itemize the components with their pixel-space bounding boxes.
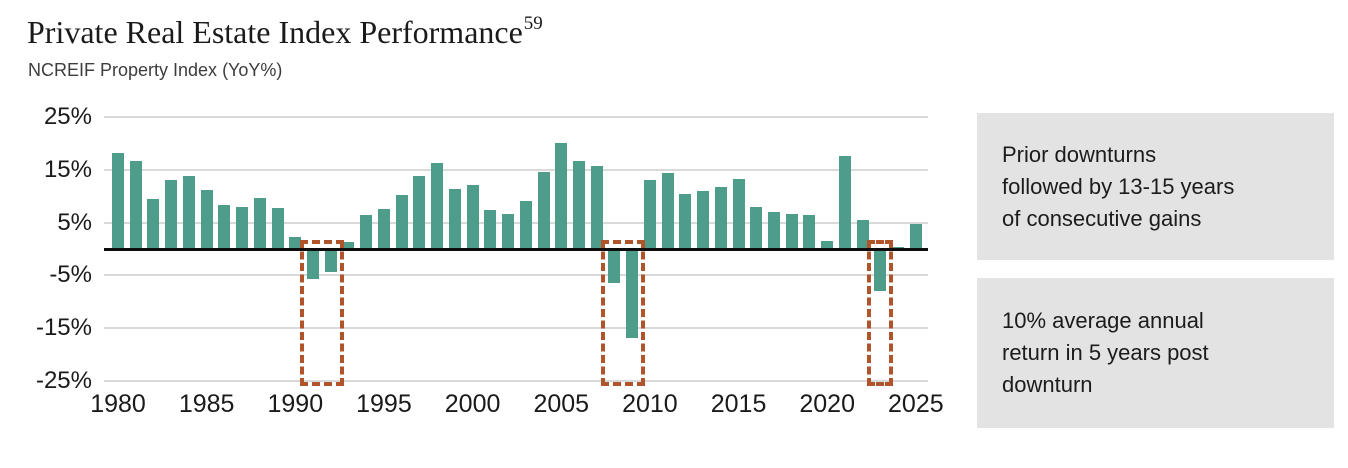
bar-2022 — [856, 219, 869, 249]
bar-1984 — [182, 176, 195, 249]
bar-2025 — [909, 224, 922, 249]
x-tick-label-2020: 2020 — [799, 390, 855, 418]
plot-area — [104, 116, 928, 387]
bar-1980 — [112, 153, 124, 249]
y-tick-label-5: 5% — [57, 208, 92, 236]
gridline--5 — [104, 274, 928, 277]
bar-2006 — [572, 161, 585, 249]
bar-1997 — [413, 175, 426, 249]
chart-subtitle: NCREIF Property Index (YoY%) — [28, 60, 283, 80]
bar-2009 — [626, 249, 639, 339]
bar-1995 — [377, 209, 390, 249]
page-title: Private Real Estate Index Performance59 — [27, 13, 543, 51]
x-tick-label-2000: 2000 — [444, 390, 501, 418]
bar-2000 — [466, 184, 479, 249]
bar-2013 — [697, 190, 710, 249]
y-tick-label--5: -5% — [49, 261, 92, 289]
bar-2002 — [502, 213, 515, 249]
downturn-highlight-box-2008-2009 — [601, 240, 646, 387]
bar-2007 — [590, 165, 603, 249]
downturn-highlight-box-2023 — [867, 240, 894, 387]
y-tick-label-15: 15% — [43, 155, 92, 183]
callout-prior-downturns: Prior downturns followed by 13-15 years … — [977, 113, 1334, 260]
bar-1990 — [289, 236, 302, 249]
bar-1989 — [271, 207, 284, 249]
bar-2016 — [750, 206, 763, 249]
bar-chart: 25% 15% 5% -5% -15% -25% 1980 1985 1990 1995 2000… — [35, 103, 944, 418]
bar-2005 — [555, 142, 568, 249]
x-tick-label-2025: 2025 — [888, 390, 944, 418]
bar-2014 — [714, 186, 727, 249]
bar-1982 — [147, 199, 160, 249]
y-tick-label-25: 25% — [43, 103, 92, 130]
bar-2018 — [785, 213, 798, 249]
bar-1994 — [360, 215, 373, 249]
callout-text-line: downturn — [1002, 372, 1093, 397]
bar-1983 — [165, 179, 178, 249]
callout-average-return: 10% average annual return in 5 years pos… — [977, 278, 1334, 428]
bar-1981 — [129, 161, 142, 249]
zero-axis-line — [104, 247, 928, 251]
bar-1991 — [307, 249, 320, 279]
bar-1986 — [218, 205, 231, 249]
gridline-5 — [104, 221, 928, 224]
x-tick-label-1990: 1990 — [267, 390, 324, 418]
downturn-highlight-box-1991-1992 — [300, 240, 344, 387]
gridline--25 — [104, 380, 928, 382]
bar-2017 — [768, 212, 780, 249]
page-title-text: Private Real Estate Index Performance — [27, 14, 523, 50]
bar-2010 — [643, 179, 656, 249]
bar-2020 — [821, 240, 834, 249]
bar-2021 — [838, 155, 851, 249]
gridline-25 — [104, 116, 928, 118]
callout-average-return-text: 10% average annual return in 5 years pos… — [1002, 305, 1209, 401]
bar-2015 — [732, 178, 745, 249]
bar-1993 — [342, 241, 355, 249]
bar-2023 — [874, 249, 887, 291]
callout-text-line: Prior downturns — [1002, 141, 1157, 167]
bar-2004 — [537, 172, 550, 249]
x-tick-label-2015: 2015 — [710, 390, 767, 418]
bar-1999 — [448, 188, 461, 249]
gridline-15 — [104, 168, 928, 171]
callout-text-line: 10% average annual — [1002, 308, 1204, 333]
bar-1998 — [431, 163, 444, 249]
bar-2019 — [803, 215, 816, 249]
bar-1985 — [200, 189, 213, 249]
callout-text-line: of consecutive gains — [1002, 205, 1202, 231]
bar-2003 — [519, 201, 532, 249]
callout-prior-downturns-text: Prior downturns followed by 13-15 years … — [1002, 139, 1234, 235]
callout-text-line: return in 5 years post — [1002, 340, 1209, 365]
x-tick-label-1985: 1985 — [178, 390, 235, 418]
bar-2001 — [484, 210, 497, 249]
bar-2008 — [608, 249, 621, 284]
bar-2011 — [661, 173, 674, 249]
bar-1987 — [236, 206, 249, 249]
bar-1992 — [324, 249, 337, 272]
bar-1988 — [253, 198, 266, 249]
x-tick-label-1995: 1995 — [356, 390, 412, 418]
gridline--15 — [104, 327, 928, 330]
bar-2012 — [679, 193, 692, 249]
x-tick-label-2010: 2010 — [622, 390, 678, 418]
x-tick-label-1980: 1980 — [90, 390, 146, 418]
bar-1996 — [395, 194, 408, 249]
y-tick-label--25: -25% — [35, 367, 92, 394]
callout-text-line: followed by 13-15 years — [1002, 173, 1235, 199]
y-tick-label--15: -15% — [35, 314, 92, 342]
footnote-marker: 59 — [523, 13, 543, 35]
x-tick-label-2005: 2005 — [533, 390, 590, 418]
